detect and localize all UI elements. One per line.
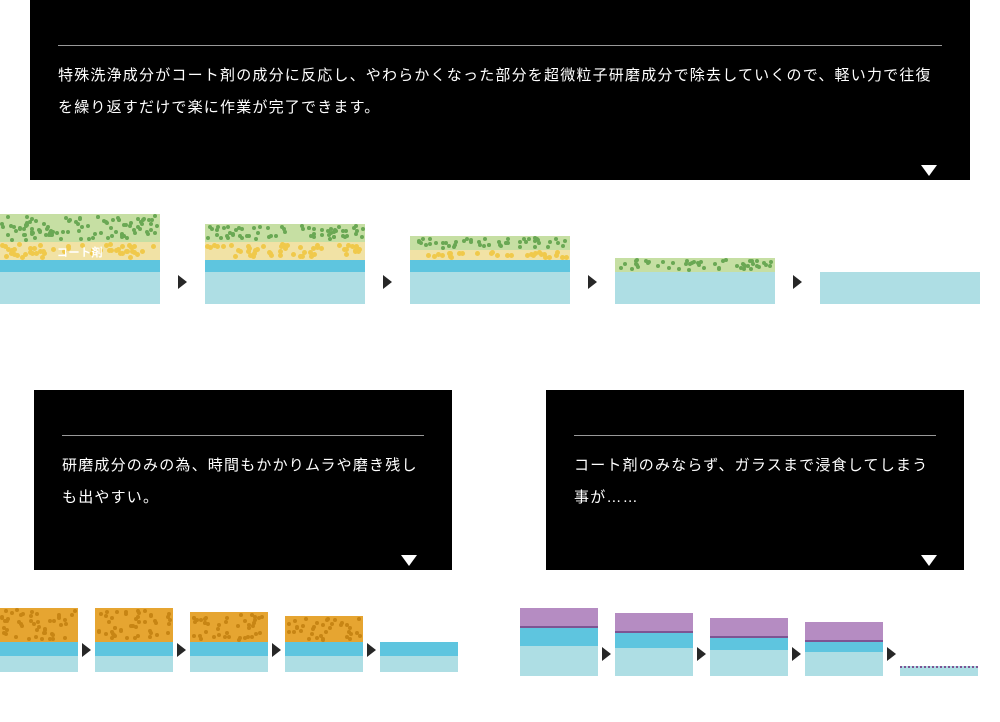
glass-layer	[900, 666, 978, 676]
glass-layer	[710, 650, 788, 676]
callout-left: 従来製品：従来品研磨成分のみの為、時間もかかりムラや磨き残しも出やすい。	[34, 390, 452, 570]
main-step	[205, 224, 365, 304]
glass-layer	[805, 652, 883, 676]
right-step	[710, 618, 788, 676]
callout-title: 従来製品：酸性タイプ	[574, 404, 936, 436]
left-diagram-row	[0, 608, 458, 672]
arrow-icon	[792, 647, 801, 661]
glass-layer	[615, 272, 775, 304]
right-step	[615, 613, 693, 676]
left-step	[0, 608, 78, 672]
arrow-icon	[588, 275, 597, 289]
glass-layer: コート剤	[0, 272, 160, 304]
glass-layer	[615, 648, 693, 676]
coat-label: コート剤	[57, 244, 103, 260]
main-step: コート剤	[0, 214, 160, 304]
arrow-icon	[887, 647, 896, 661]
arrow-icon	[697, 647, 706, 661]
arrow-icon	[178, 275, 187, 289]
glass-layer	[205, 272, 365, 304]
callout-right: 従来製品：酸性タイプコート剤のみならず、ガラスまで浸食してしまう事が……	[546, 390, 964, 570]
right-diagram-row	[520, 608, 978, 676]
callout-title: Gセラシャイン	[58, 14, 942, 46]
glass-layer	[820, 272, 980, 304]
glass-layer	[520, 646, 598, 676]
callout-main: Gセラシャイン特殊洗浄成分がコート剤の成分に反応し、やわらかくなった部分を超微粒…	[30, 0, 970, 180]
left-step	[190, 612, 268, 672]
arrow-icon	[602, 647, 611, 661]
left-step	[380, 642, 458, 672]
callout-body: 特殊洗浄成分がコート剤の成分に反応し、やわらかくなった部分を超微粒子研磨成分で除…	[58, 46, 942, 123]
right-step	[805, 622, 883, 676]
callout-title: 従来製品：従来品	[62, 404, 424, 436]
arrow-icon	[272, 643, 281, 657]
main-diagram-row: コート剤	[0, 214, 980, 304]
arrow-icon	[367, 643, 376, 657]
arrow-icon	[82, 643, 91, 657]
arrow-icon	[177, 643, 186, 657]
left-step	[285, 616, 363, 672]
callout-body: コート剤のみならず、ガラスまで浸食してしまう事が……	[574, 436, 936, 513]
main-step	[615, 258, 775, 304]
arrow-icon	[793, 275, 802, 289]
arrow-icon	[383, 275, 392, 289]
main-step	[410, 236, 570, 304]
main-step	[820, 272, 980, 304]
glass-layer	[410, 272, 570, 304]
right-step	[520, 608, 598, 676]
callout-body: 研磨成分のみの為、時間もかかりムラや磨き残しも出やすい。	[62, 436, 424, 513]
left-step	[95, 608, 173, 672]
right-step	[900, 666, 978, 676]
